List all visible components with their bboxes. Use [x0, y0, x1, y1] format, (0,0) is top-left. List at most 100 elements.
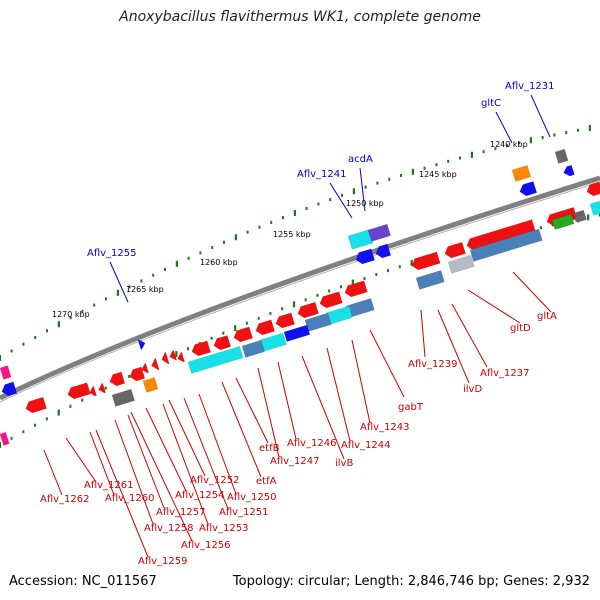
gene-arrow-upper [213, 335, 231, 351]
leader-aflv1231 [530, 94, 551, 138]
gene-block-steelblue [415, 270, 445, 290]
outer-ring-tick [128, 285, 131, 289]
outer-ring-tick [470, 151, 473, 158]
gene-label-ilvd[interactable]: ilvD [463, 384, 482, 395]
inner-ring-tick [187, 347, 190, 351]
gene-label-aflv1237[interactable]: Aflv_1237 [480, 368, 530, 379]
gene-label-gltc[interactable]: gltC [481, 98, 501, 109]
gene-label-aflv1244[interactable]: Aflv_1244 [341, 440, 391, 451]
gene-block-green [551, 213, 575, 230]
inner-ring-tick [57, 409, 60, 416]
leader-inner-8 [301, 355, 345, 460]
outer-ring-tick [57, 321, 60, 328]
gene-label-gltd[interactable]: gltD [510, 323, 531, 334]
outer-ring-tick [588, 125, 591, 131]
leader-inner-5 [369, 329, 405, 398]
outer-ring-tick [329, 198, 332, 202]
gene-label-aflv1256[interactable]: Aflv_1256 [181, 540, 231, 551]
gene-label-aflv1261[interactable]: Aflv_1261 [84, 480, 134, 491]
gene-arrow-small [141, 363, 149, 374]
gene-label-glta[interactable]: gltA [537, 311, 557, 322]
gene-label-etfa[interactable]: etfA [256, 476, 277, 487]
gene-block-cyan [187, 345, 244, 374]
leader-inner-7 [326, 347, 351, 442]
outer-ring-tick [565, 131, 568, 135]
inner-ring-tick [351, 279, 354, 286]
gene-label-aflv1239[interactable]: Aflv_1239 [408, 359, 458, 370]
gene-label-aflv1250[interactable]: Aflv_1250 [227, 492, 277, 503]
outer-ring-tick [223, 240, 225, 244]
gene-block-blue [283, 324, 311, 342]
inner-ring-tick [269, 312, 272, 316]
outer-ring-tick [93, 303, 96, 307]
map-title: Anoxybacillus flavithermus WK1, complete… [119, 9, 481, 25]
outer-ring-tick [541, 136, 544, 140]
gene-label-gabt[interactable]: gabT [398, 402, 424, 413]
outer-ring-tick [435, 163, 438, 167]
leader-inner-24 [43, 449, 63, 496]
inner-ring-tick [387, 269, 390, 273]
outer-ring-tick [10, 349, 13, 353]
gene-label-ilvb[interactable]: ilvB [335, 458, 353, 469]
gene-arrow-upper [297, 302, 319, 319]
outer-ring-tick [388, 177, 391, 181]
leader-inner-21 [95, 429, 149, 558]
gene-label-aflv1246[interactable]: Aflv_1246 [287, 438, 337, 449]
leader-inner-13 [198, 393, 237, 495]
gene-block-orange [511, 165, 532, 182]
gene-arrow-blue [375, 243, 391, 259]
gene-arrow-blue [355, 248, 375, 265]
gene-label-etfb[interactable]: etfB [259, 443, 280, 454]
gene-arrow-upper [191, 340, 211, 357]
gene-label-aflv1247[interactable]: Aflv_1247 [270, 456, 320, 467]
gene-arrow-small [89, 386, 97, 397]
gene-arrow-upper [129, 366, 145, 382]
gene-label-aflv1252[interactable]: Aflv_1252 [190, 475, 240, 486]
gene-label-aflv1262[interactable]: Aflv_1262 [40, 494, 90, 505]
gene-arrow-upper [411, 251, 441, 271]
leader-gltc [495, 111, 513, 144]
outer-ring-tick [376, 181, 379, 185]
gene-arrow-upper [586, 181, 600, 197]
kbp-label-1255: 1255 kbp [273, 230, 311, 239]
gene-label-aflv1243[interactable]: Aflv_1243 [360, 422, 410, 433]
gene-label-aflv1259[interactable]: Aflv_1259 [138, 556, 188, 567]
leader-inner-9 [277, 361, 297, 440]
genome-backbone-shadow [0, 181, 600, 403]
gene-arrow-upper [233, 326, 253, 343]
gene-features [0, 148, 600, 446]
gene-arrow-blue [563, 165, 575, 177]
outer-ring-tick [105, 297, 107, 301]
gene-arrow-upper [67, 382, 91, 400]
gene-block-magenta [0, 365, 12, 380]
genome-backbone [0, 175, 600, 401]
gene-label-acda[interactable]: acdA [348, 154, 373, 165]
gene-label-aflv1241[interactable]: Aflv_1241 [297, 169, 347, 180]
leader-acda [359, 167, 366, 212]
gene-block-gray [447, 254, 475, 274]
outer-ring-tick [411, 168, 414, 175]
leader-inner-2 [451, 303, 488, 368]
outer-ring-tick [305, 206, 308, 210]
inner-ring-tick [328, 289, 331, 293]
gene-label-aflv1260[interactable]: Aflv_1260 [105, 493, 155, 504]
gene-label-aflv1257[interactable]: Aflv_1257 [156, 507, 206, 518]
gene-block-gray [573, 209, 587, 223]
gene-label-aflv1251[interactable]: Aflv_1251 [219, 507, 269, 518]
gene-block-orange [142, 377, 159, 393]
outer-ring-tick [258, 225, 261, 229]
gene-block-purple [367, 223, 391, 242]
gene-label-aflv1258[interactable]: Aflv_1258 [144, 523, 194, 534]
gene-label-aflv1254[interactable]: Aflv_1254 [175, 490, 225, 501]
inner-ring-tick [304, 298, 307, 302]
outer-ring-tick [175, 260, 178, 267]
inner-ring-tick [104, 386, 107, 390]
gene-label-aflv1231[interactable]: Aflv_1231 [505, 81, 555, 92]
leader-inner-19 [127, 414, 165, 509]
inner-ring-tick [587, 214, 590, 221]
gene-label-aflv1255[interactable]: Aflv_1255 [87, 248, 137, 259]
inner-ring-tick [175, 351, 178, 358]
gene-label-aflv1253[interactable]: Aflv_1253 [199, 523, 249, 534]
inner-ring-tick [281, 307, 284, 311]
inner-ring-tick [222, 331, 225, 335]
